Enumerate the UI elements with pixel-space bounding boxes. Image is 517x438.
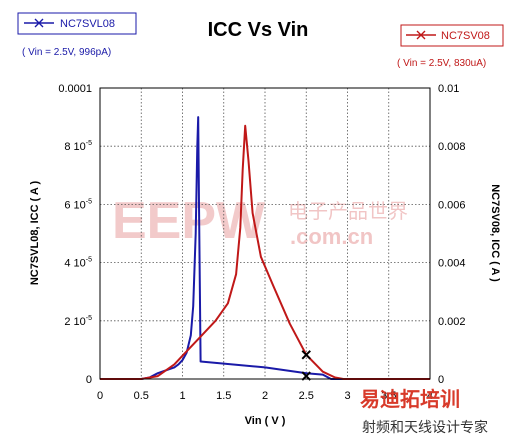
- legend-nc7sv08-label: NC7SV08: [441, 30, 490, 42]
- y-right-tick-label: 0.008: [438, 141, 466, 153]
- y-right-tick-label: 0: [438, 374, 444, 386]
- x-axis-label: Vin ( V ): [245, 415, 286, 427]
- watermark: EEPW 电子产品世界 .com.cn: [112, 192, 408, 250]
- marker-nc7sv08: [301, 350, 311, 360]
- grid: [100, 88, 430, 379]
- y-right-tick-labels: 0 0.002 0.004 0.006 0.008 0.01: [438, 83, 466, 386]
- watermark-url: .com.cn: [290, 224, 373, 249]
- x-tick-label: 3: [344, 390, 350, 402]
- brand-name: 易迪拓培训: [360, 387, 460, 411]
- series-lines: [100, 116, 430, 380]
- x-tick-label: 0: [97, 390, 103, 402]
- legend-nc7sv08-note: ( Vin = 2.5V, 830uA): [397, 58, 486, 69]
- y-right-tick-label: 0.002: [438, 316, 466, 328]
- watermark-chinese: 电子产品世界: [288, 199, 408, 223]
- legend-nc7svl08-box: [17, 12, 137, 35]
- y-left-tick-label: 2 10-5: [64, 315, 92, 328]
- x-tick-label: 1: [179, 390, 185, 402]
- y-left-tick-exponent: -5: [86, 257, 92, 264]
- x-tick-label: 3.5: [381, 390, 396, 402]
- y-right-tick-label: 0.006: [438, 199, 466, 211]
- watermark-logo: EEPW: [112, 192, 266, 250]
- x-tick-label: 2: [262, 390, 268, 402]
- y-left-tick-label: 0: [86, 374, 92, 386]
- y-left-tick-label: 0.0001: [58, 83, 92, 95]
- y-left-tick-label: 4 10-5: [64, 257, 92, 270]
- y-left-tick-exponent: -5: [86, 140, 92, 147]
- y-right-tick-label: 0.004: [438, 258, 466, 270]
- y-left-tick-exponent: -5: [86, 315, 92, 322]
- legend-nc7svl08-marker: [34, 18, 44, 28]
- legend-nc7sv08: NC7SV08 ( Vin = 2.5V, 830uA): [397, 24, 504, 69]
- chart-title: ICC Vs Vin: [208, 19, 309, 41]
- legend-nc7svl08-note: ( Vin = 2.5V, 996pA): [22, 47, 111, 58]
- legend-nc7sv08-box: [400, 24, 504, 47]
- series-line-nc7sv08: [100, 124, 430, 380]
- y-axis-left-label: NC7SVL08, ICC ( A ): [29, 181, 41, 286]
- y-right-tick-label: 0.01: [438, 83, 459, 95]
- legend-nc7sv08-marker: [416, 30, 426, 40]
- x-tick-label: 0.5: [134, 390, 149, 402]
- y-left-tick-label: 6 10-5: [64, 198, 92, 211]
- series-line-nc7svl08: [100, 116, 430, 380]
- y-axis-right-label: NC7SV08, ICC ( A ): [489, 184, 501, 282]
- y-left-tick-label: 8 10-5: [64, 140, 92, 153]
- y-left-tick-labels: 0 2 10-5 4 10-5 6 10-5 8 10-5 0.0001: [58, 83, 92, 386]
- legend-nc7svl08: NC7SVL08 ( Vin = 2.5V, 996pA): [17, 12, 137, 58]
- x-tick-label: 4: [427, 390, 433, 402]
- y-left-tick-exponent: -5: [86, 198, 92, 205]
- legend-nc7svl08-label: NC7SVL08: [60, 18, 115, 30]
- x-tick-label: 2.5: [299, 390, 314, 402]
- plot-frame: [99, 87, 431, 380]
- brand-tagline: 射频和天线设计专家: [362, 419, 488, 436]
- x-tick-labels: 0 0.5 1 1.5 2 2.5 3 3.5 4: [97, 390, 433, 402]
- branding: 易迪拓培训 射频和天线设计专家: [360, 387, 488, 436]
- x-tick-label: 1.5: [216, 390, 231, 402]
